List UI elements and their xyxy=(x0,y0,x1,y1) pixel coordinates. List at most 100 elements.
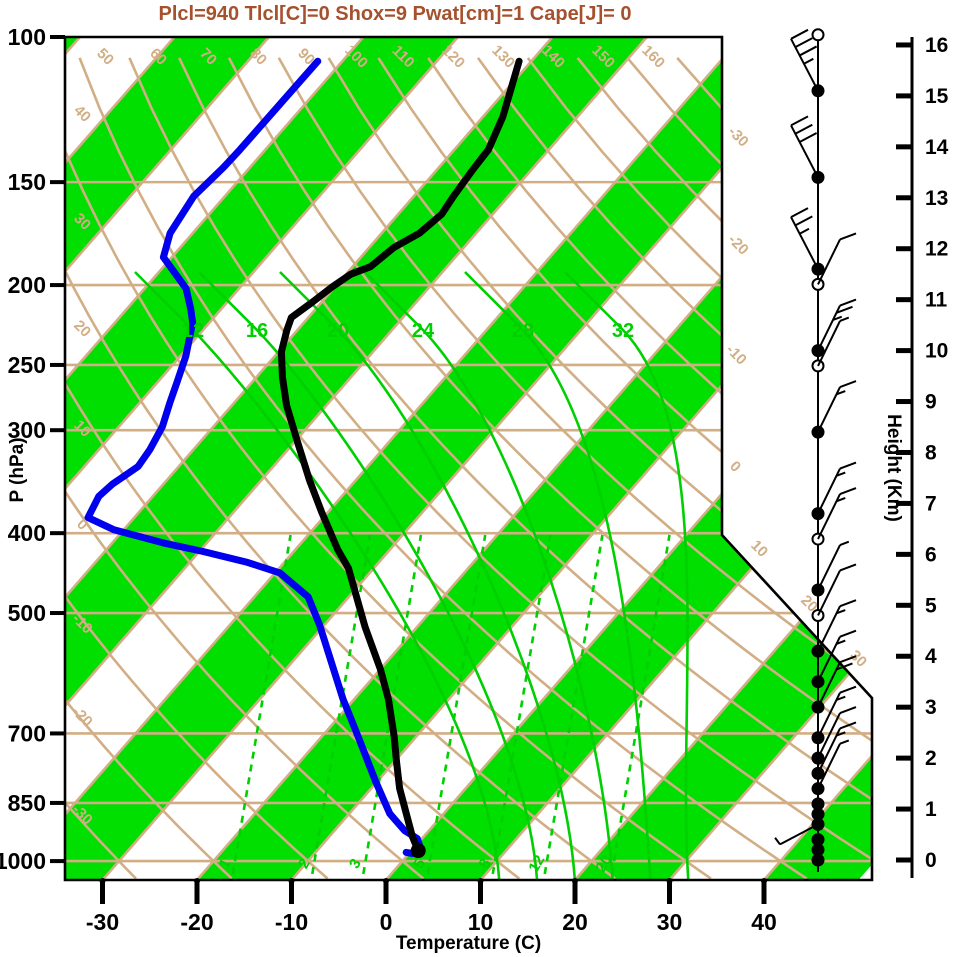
dry-adiabat-line xyxy=(427,57,872,880)
wind-barb xyxy=(811,599,857,658)
temperature-curve xyxy=(277,57,523,855)
mixing-ratio-line xyxy=(491,534,552,875)
isotherm-line xyxy=(84,37,843,880)
wind-barb-stem xyxy=(817,692,841,739)
height-tick-label: 3 xyxy=(925,696,937,719)
height-tick-label: 6 xyxy=(925,543,937,566)
green-band xyxy=(557,37,872,880)
isotherm-line xyxy=(65,37,465,880)
wind-barb-feather xyxy=(836,305,853,314)
wind-barb-feather xyxy=(839,629,857,638)
temperature-tick-label: 40 xyxy=(751,909,777,935)
dewpoint-curve xyxy=(84,57,424,857)
wind-barb xyxy=(811,739,850,796)
wind-barb-half-feather xyxy=(839,739,850,745)
wind-barb-feather xyxy=(839,706,857,715)
dry-adiabat-left-label: 40 xyxy=(70,102,94,126)
height-tick-label: 15 xyxy=(925,85,949,108)
wind-barb-stem xyxy=(817,320,841,367)
wind-barb-stem xyxy=(817,570,841,616)
moist-adiabat-line xyxy=(564,271,690,880)
isotherm-line xyxy=(273,37,872,880)
moist-adiabat-line xyxy=(364,271,615,880)
wind-barb xyxy=(774,817,825,846)
moist-adiabat-label: 12 xyxy=(182,320,204,342)
green-band xyxy=(65,37,653,880)
isotherm-right-label: -10 xyxy=(723,341,750,368)
wind-barb-feather xyxy=(799,45,818,57)
wind-barb xyxy=(811,232,857,291)
temperature-tick-label: 10 xyxy=(468,909,494,935)
pressure-tick-label: 1000 xyxy=(0,848,46,874)
temperature-tick-label: -30 xyxy=(86,909,119,935)
isotherm-right-label: -20 xyxy=(725,231,752,258)
wind-barb-half-feather xyxy=(836,639,846,645)
wind-barb-stem xyxy=(817,727,841,774)
temperature-tick-label: -20 xyxy=(180,909,213,935)
isotherm-line xyxy=(65,37,560,880)
temperature-tick-dot xyxy=(99,878,106,884)
pressure-tick-label: 400 xyxy=(8,520,46,546)
wind-barb xyxy=(811,487,857,546)
wind-level-dot xyxy=(811,797,825,811)
moist-adiabat-line xyxy=(279,271,577,880)
wind-barb-feather xyxy=(836,662,853,671)
temperature-tick-label: 0 xyxy=(380,909,393,935)
wind-barb-stem xyxy=(817,386,841,433)
green-band xyxy=(65,37,842,880)
moist-adiabat-label: 16 xyxy=(246,320,268,342)
wind-barb-feather xyxy=(839,232,857,241)
isotherm-line xyxy=(65,37,276,880)
height-tick-label: 12 xyxy=(925,238,948,261)
pressure-tick-label: 850 xyxy=(8,790,46,816)
wind-barb xyxy=(811,563,857,622)
isotherm-line xyxy=(556,37,872,880)
mixing-ratio-line xyxy=(610,534,671,875)
temperature-tick-dot xyxy=(383,878,389,884)
pressure-axis-title: P (hPa) xyxy=(7,437,28,503)
chart-title: Plcl=940 Tlcl[C]=0 Shox=9 Pwat[cm]=1 Cap… xyxy=(158,3,632,25)
dry-adiabat-line xyxy=(178,57,872,880)
moist-adiabat-label: 20 xyxy=(327,320,349,342)
temperature-tick-label: -10 xyxy=(275,909,308,935)
wind-barb-stem xyxy=(790,124,819,178)
wind-barb-half-feather xyxy=(839,540,850,546)
pressure-tick-label: 300 xyxy=(8,417,46,443)
mixing-ratio-line xyxy=(311,534,372,875)
wind-barb xyxy=(811,655,857,714)
dry-adiabat-line xyxy=(227,57,872,880)
pressure-tick-label: 150 xyxy=(8,169,46,195)
height-tick-label: 2 xyxy=(925,747,937,770)
height-tick-label: 13 xyxy=(925,187,948,210)
temperature-tick-label: 30 xyxy=(657,909,683,935)
temperature-tick-dot xyxy=(288,878,295,884)
wind-barb-half-feather xyxy=(836,497,846,503)
wind-barb xyxy=(790,28,825,98)
wind-barb-half-feather xyxy=(836,390,846,396)
dry-adiabat-line xyxy=(65,57,616,880)
wind-barb-feather xyxy=(790,28,809,40)
temperature-tick-dot xyxy=(666,878,673,884)
pressure-tick-label: 200 xyxy=(8,272,46,298)
wind-barb-half-feather xyxy=(803,57,814,65)
wind-barb-half-feather xyxy=(836,731,846,737)
wind-barb-stem xyxy=(817,661,841,708)
wind-barb xyxy=(811,298,857,358)
wind-barb-half-feather xyxy=(774,837,781,845)
mixing-ratio-line xyxy=(543,534,604,875)
height-tick-label: 16 xyxy=(925,34,948,57)
height-tick-label: 4 xyxy=(925,645,937,668)
height-tick-label: 5 xyxy=(925,594,937,617)
dry-adiabat-line xyxy=(65,57,233,880)
wind-barb-feather xyxy=(839,685,857,694)
wind-barb-feather xyxy=(790,115,809,127)
wind-barb xyxy=(790,115,825,184)
wind-barb-half-feather xyxy=(836,609,846,615)
wind-barb-stem xyxy=(817,605,841,652)
wind-barb xyxy=(811,461,857,521)
wind-barb-stem xyxy=(790,216,819,270)
temperature-tick-dot xyxy=(194,878,200,884)
dry-adiabat-line xyxy=(327,57,872,880)
wind-barb-feather xyxy=(790,207,809,218)
dry-adiabat-line xyxy=(65,57,521,880)
